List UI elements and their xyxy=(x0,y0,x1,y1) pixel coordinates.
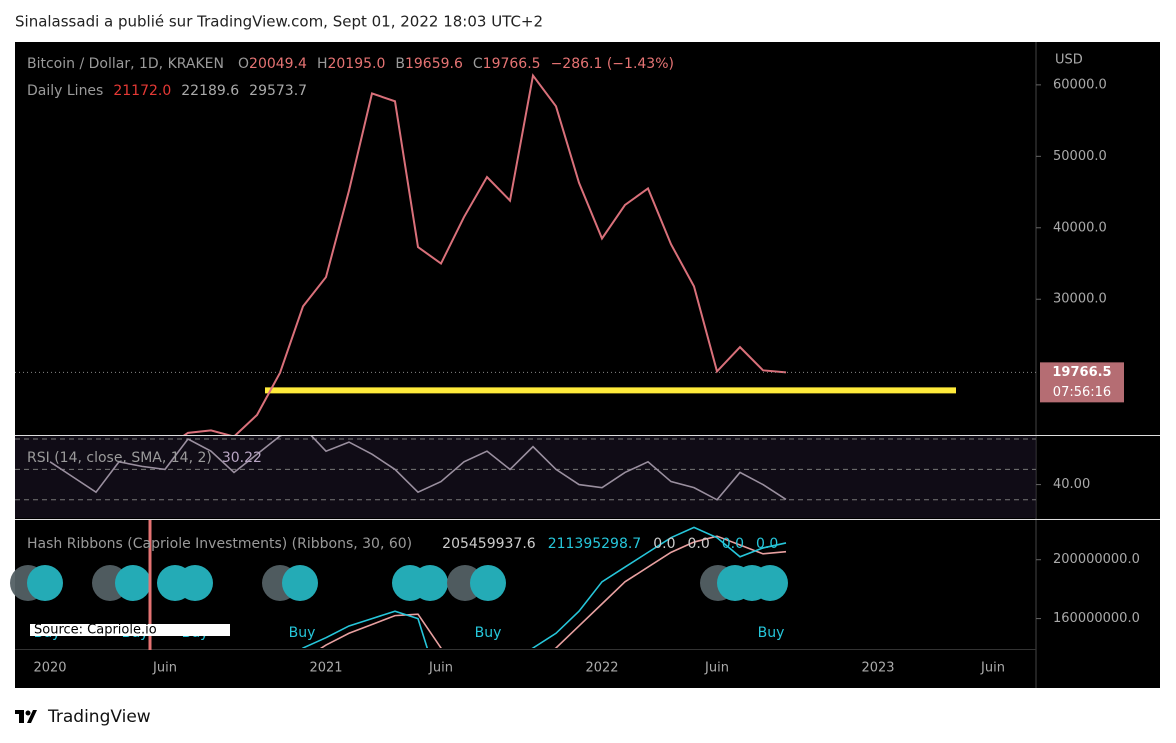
y-tick-label: 160000000.0 xyxy=(1053,611,1140,626)
change: −286.1 (−1.43%) xyxy=(551,56,674,72)
rsi-header: RSI (14, close, SMA, 14, 2) 30.22 xyxy=(27,450,262,466)
x-tick-label: Juin xyxy=(152,661,177,676)
last-price: 19766.5 xyxy=(1052,365,1111,380)
axis-unit: USD xyxy=(1055,53,1083,68)
indicator-value: 21172.0 xyxy=(113,83,171,99)
ohlc-value: 19659.6 xyxy=(405,56,463,72)
hash-value: 0.0 xyxy=(687,536,709,552)
x-tick-label: Juin xyxy=(428,661,453,676)
hash-value: 0.0 xyxy=(653,536,675,552)
indicator-value: 29573.7 xyxy=(249,83,307,99)
brand: TradingView xyxy=(47,707,151,727)
y-tick-label: 200000000.0 xyxy=(1053,552,1140,567)
x-tick-label: Juin xyxy=(980,661,1005,676)
ohlc-value: 20049.4 xyxy=(249,56,307,72)
ohlc-key: C xyxy=(473,56,483,72)
indicator-name: Daily Lines xyxy=(27,83,103,99)
logo xyxy=(15,710,37,723)
hash-value: 211395298.7 xyxy=(548,536,642,552)
hash-value: 0.0 xyxy=(722,536,744,552)
series-line xyxy=(49,436,787,501)
x-tick-label: 2020 xyxy=(33,661,66,676)
y-tick-label: 30000.0 xyxy=(1053,292,1107,307)
y-tick-label: 50000.0 xyxy=(1053,149,1107,164)
ohlc-value: 20195.0 xyxy=(327,56,385,72)
x-tick-label: 2023 xyxy=(861,661,894,676)
y-tick-label: 40.00 xyxy=(1053,477,1090,492)
ohlc-value: 19766.5 xyxy=(483,56,541,72)
series-line xyxy=(301,526,787,648)
y-tick-label: 60000.0 xyxy=(1053,77,1107,92)
x-tick-label: Juin xyxy=(704,661,729,676)
ohlc-key: B xyxy=(395,56,405,72)
rsi-value: 30.22 xyxy=(222,450,262,466)
hash-value: 205459937.6 xyxy=(442,536,536,552)
indicator-value: 22189.6 xyxy=(181,83,239,99)
hash-value: 0.0 xyxy=(756,536,778,552)
ohlc-key: O xyxy=(238,56,249,72)
series-line xyxy=(183,73,787,435)
rsi-title: RSI (14, close, SMA, 14, 2) xyxy=(27,450,212,466)
rsi-background xyxy=(15,436,1036,518)
x-tick-label: 2022 xyxy=(585,661,618,676)
indicator-header: Daily Lines 21172.0 22189.6 29573.7 xyxy=(27,83,307,99)
countdown: 07:56:16 xyxy=(1053,385,1111,400)
hash-title: Hash Ribbons (Capriole Investments) (Rib… xyxy=(27,536,412,552)
signal-circles xyxy=(10,565,788,601)
x-tick-label: 2021 xyxy=(309,661,342,676)
publisher: Sinalassadi a publié sur TradingView.com… xyxy=(15,13,543,31)
legend-header: Bitcoin / Dollar, 1D, KRAKEN O20049.4 H201… xyxy=(27,56,674,72)
signal-label: Buy xyxy=(758,625,785,641)
ohlc-key: H xyxy=(317,56,328,72)
y-tick-label: 40000.0 xyxy=(1053,220,1107,235)
series-line xyxy=(319,535,787,648)
source-box xyxy=(30,624,230,636)
source-note: Source: Capriole.io xyxy=(34,623,157,638)
symbol-title: Bitcoin / Dollar, 1D, KRAKEN xyxy=(27,56,224,72)
signal-label: Buy xyxy=(289,625,316,641)
hash-header: Hash Ribbons (Capriole Investments) (Rib… xyxy=(27,536,778,552)
price-label-box xyxy=(1040,362,1124,403)
signal-label: Buy xyxy=(475,625,502,641)
